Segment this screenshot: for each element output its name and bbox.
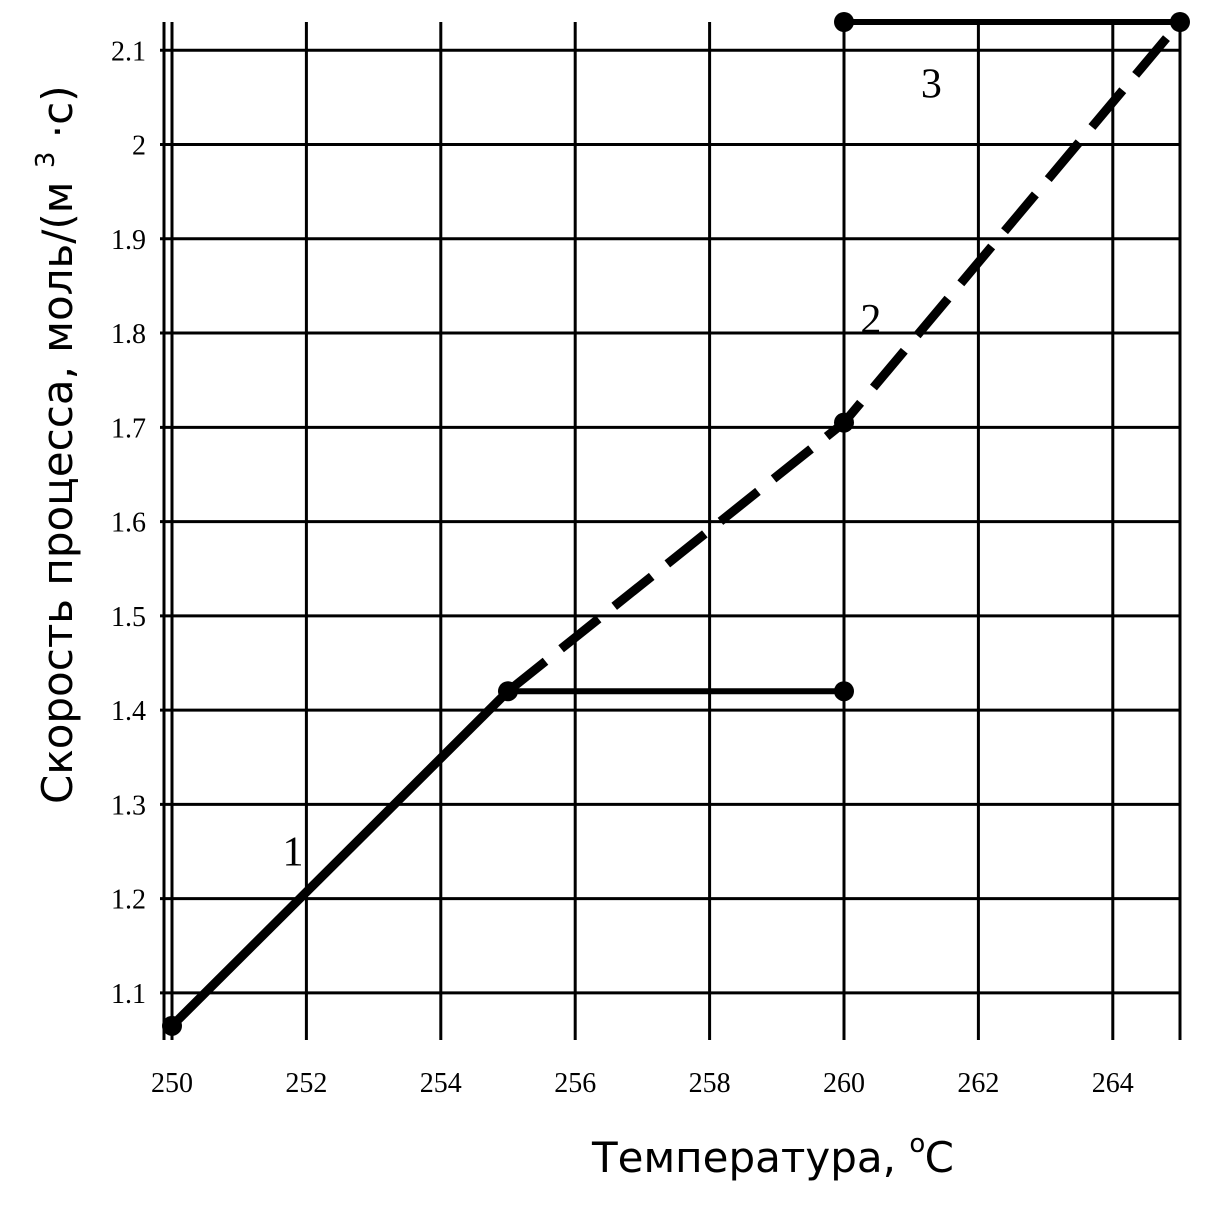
y-tick-label: 1.5 xyxy=(111,602,146,633)
x-axis-title: Температура, o C xyxy=(591,1113,954,1182)
x-tick-label: 262 xyxy=(957,1068,999,1099)
y-tick-label: 1.9 xyxy=(111,225,146,256)
curve-label-2: 2 xyxy=(860,297,881,343)
x-tick-labels: 250 252 254 256 258 260 262 264 xyxy=(151,1068,1134,1099)
y-tick-label: 2.1 xyxy=(111,36,146,67)
x-tick-label: 252 xyxy=(285,1068,327,1099)
data-point-marker xyxy=(1170,12,1190,32)
y-tick-labels: 1.1 1.2 1.3 1.4 1.5 1.6 1.7 1.8 1.9 2 2.1 xyxy=(111,36,146,1010)
series-lines xyxy=(168,19,1184,1030)
x-tick-label: 250 xyxy=(151,1068,193,1099)
grid xyxy=(160,22,1182,1040)
y-tick-label: 1.3 xyxy=(111,790,146,821)
y-axis-title: Скорость процесса, моль/(м 3 ·с) xyxy=(15,85,82,804)
x-tick-label: 254 xyxy=(420,1068,462,1099)
y-tick-label: 2 xyxy=(132,131,146,162)
x-tick-label: 260 xyxy=(823,1068,865,1099)
data-point-marker xyxy=(834,681,854,702)
y-tick-label: 1.7 xyxy=(111,413,146,444)
data-point-marker xyxy=(498,681,518,702)
series-line-1 xyxy=(168,688,512,1030)
y-tick-label: 1.4 xyxy=(111,696,146,727)
x-tick-label: 258 xyxy=(689,1068,731,1099)
x-tick-label: 264 xyxy=(1092,1068,1134,1099)
data-point-marker xyxy=(834,12,854,32)
data-markers xyxy=(162,12,1190,1036)
curve-label-3: 3 xyxy=(921,61,942,107)
x-tick-label: 256 xyxy=(554,1068,596,1099)
y-tick-label: 1.8 xyxy=(111,319,146,350)
y-tick-label: 1.1 xyxy=(111,979,146,1010)
y-tick-label: 1.6 xyxy=(111,508,146,539)
curve-labels: 1 2 3 xyxy=(282,61,941,875)
data-point-marker xyxy=(162,1015,182,1036)
curve-label-1: 1 xyxy=(282,830,303,876)
y-tick-label: 1.2 xyxy=(111,885,146,916)
data-point-marker xyxy=(834,412,854,433)
